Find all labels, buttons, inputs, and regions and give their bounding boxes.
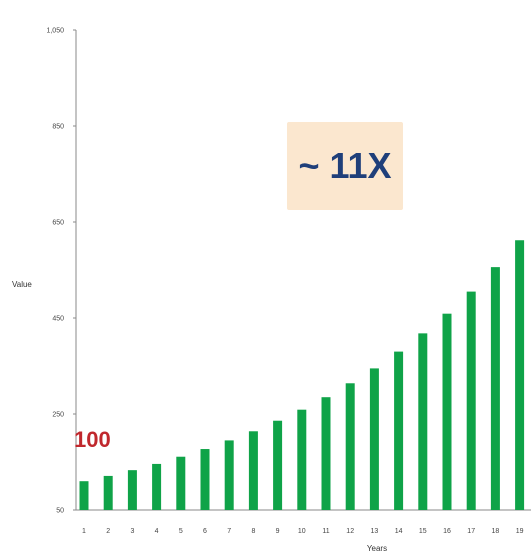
x-tick-label: 14 xyxy=(395,528,403,535)
x-tick-label: 11 xyxy=(322,528,329,535)
x-tick-label: 18 xyxy=(492,528,500,535)
callout-background xyxy=(287,122,403,210)
multiplier-callout: ~ 11X xyxy=(287,122,403,210)
bar xyxy=(248,431,258,510)
y-tick-label: 250 xyxy=(52,412,64,419)
x-tick-label: 8 xyxy=(251,528,255,535)
x-axis-title: Years xyxy=(367,544,387,553)
y-tick-label: 850 xyxy=(52,124,64,131)
bar xyxy=(273,420,283,510)
bar xyxy=(297,409,307,510)
bar xyxy=(394,351,404,510)
y-tick-label: 50 xyxy=(56,508,64,515)
y-tick-label: 1,050 xyxy=(46,28,64,35)
x-tick-label: 15 xyxy=(419,528,427,535)
bar xyxy=(321,397,331,510)
x-tick-label: 3 xyxy=(130,528,134,535)
x-tick-label: 17 xyxy=(467,528,475,535)
x-axis: 1 2 3 4 5 6 7 8 9 10 11 12 13 14 15 16 17 18 19 xyxy=(76,509,531,535)
bars xyxy=(79,240,525,511)
bar xyxy=(345,383,355,510)
bar xyxy=(176,456,186,510)
x-tick-label: 2 xyxy=(106,528,110,535)
y-tick-label: 450 xyxy=(52,316,64,323)
multiplier-label: ~ 11X xyxy=(298,145,391,186)
bar xyxy=(442,313,452,510)
bar xyxy=(490,267,500,510)
x-tick-label: 9 xyxy=(276,528,280,535)
bar xyxy=(466,291,476,510)
y-axis-title: Value xyxy=(12,280,32,289)
bar xyxy=(418,333,428,510)
x-tick-label: 7 xyxy=(227,528,231,535)
x-tick-label: 6 xyxy=(203,528,207,535)
x-tick-label: 13 xyxy=(371,528,379,535)
y-tick-label: 650 xyxy=(52,220,64,227)
bar xyxy=(200,449,210,510)
bar xyxy=(127,470,137,510)
bar xyxy=(515,240,525,511)
x-tick-label: 4 xyxy=(155,528,159,535)
x-tick-label: 5 xyxy=(179,528,183,535)
x-tick-label: 12 xyxy=(346,528,354,535)
bar xyxy=(152,463,162,510)
x-tick-label: 16 xyxy=(443,528,451,535)
x-tick-label: 19 xyxy=(516,528,524,535)
y-axis: 50 250 450 650 850 1,050 xyxy=(46,28,77,515)
bar xyxy=(79,481,89,510)
start-value-label: 100 xyxy=(74,427,111,452)
x-tick-label: 1 xyxy=(82,528,86,535)
bar xyxy=(369,368,379,510)
x-tick-label: 10 xyxy=(298,528,306,535)
bar xyxy=(224,440,234,510)
bar xyxy=(103,475,113,510)
